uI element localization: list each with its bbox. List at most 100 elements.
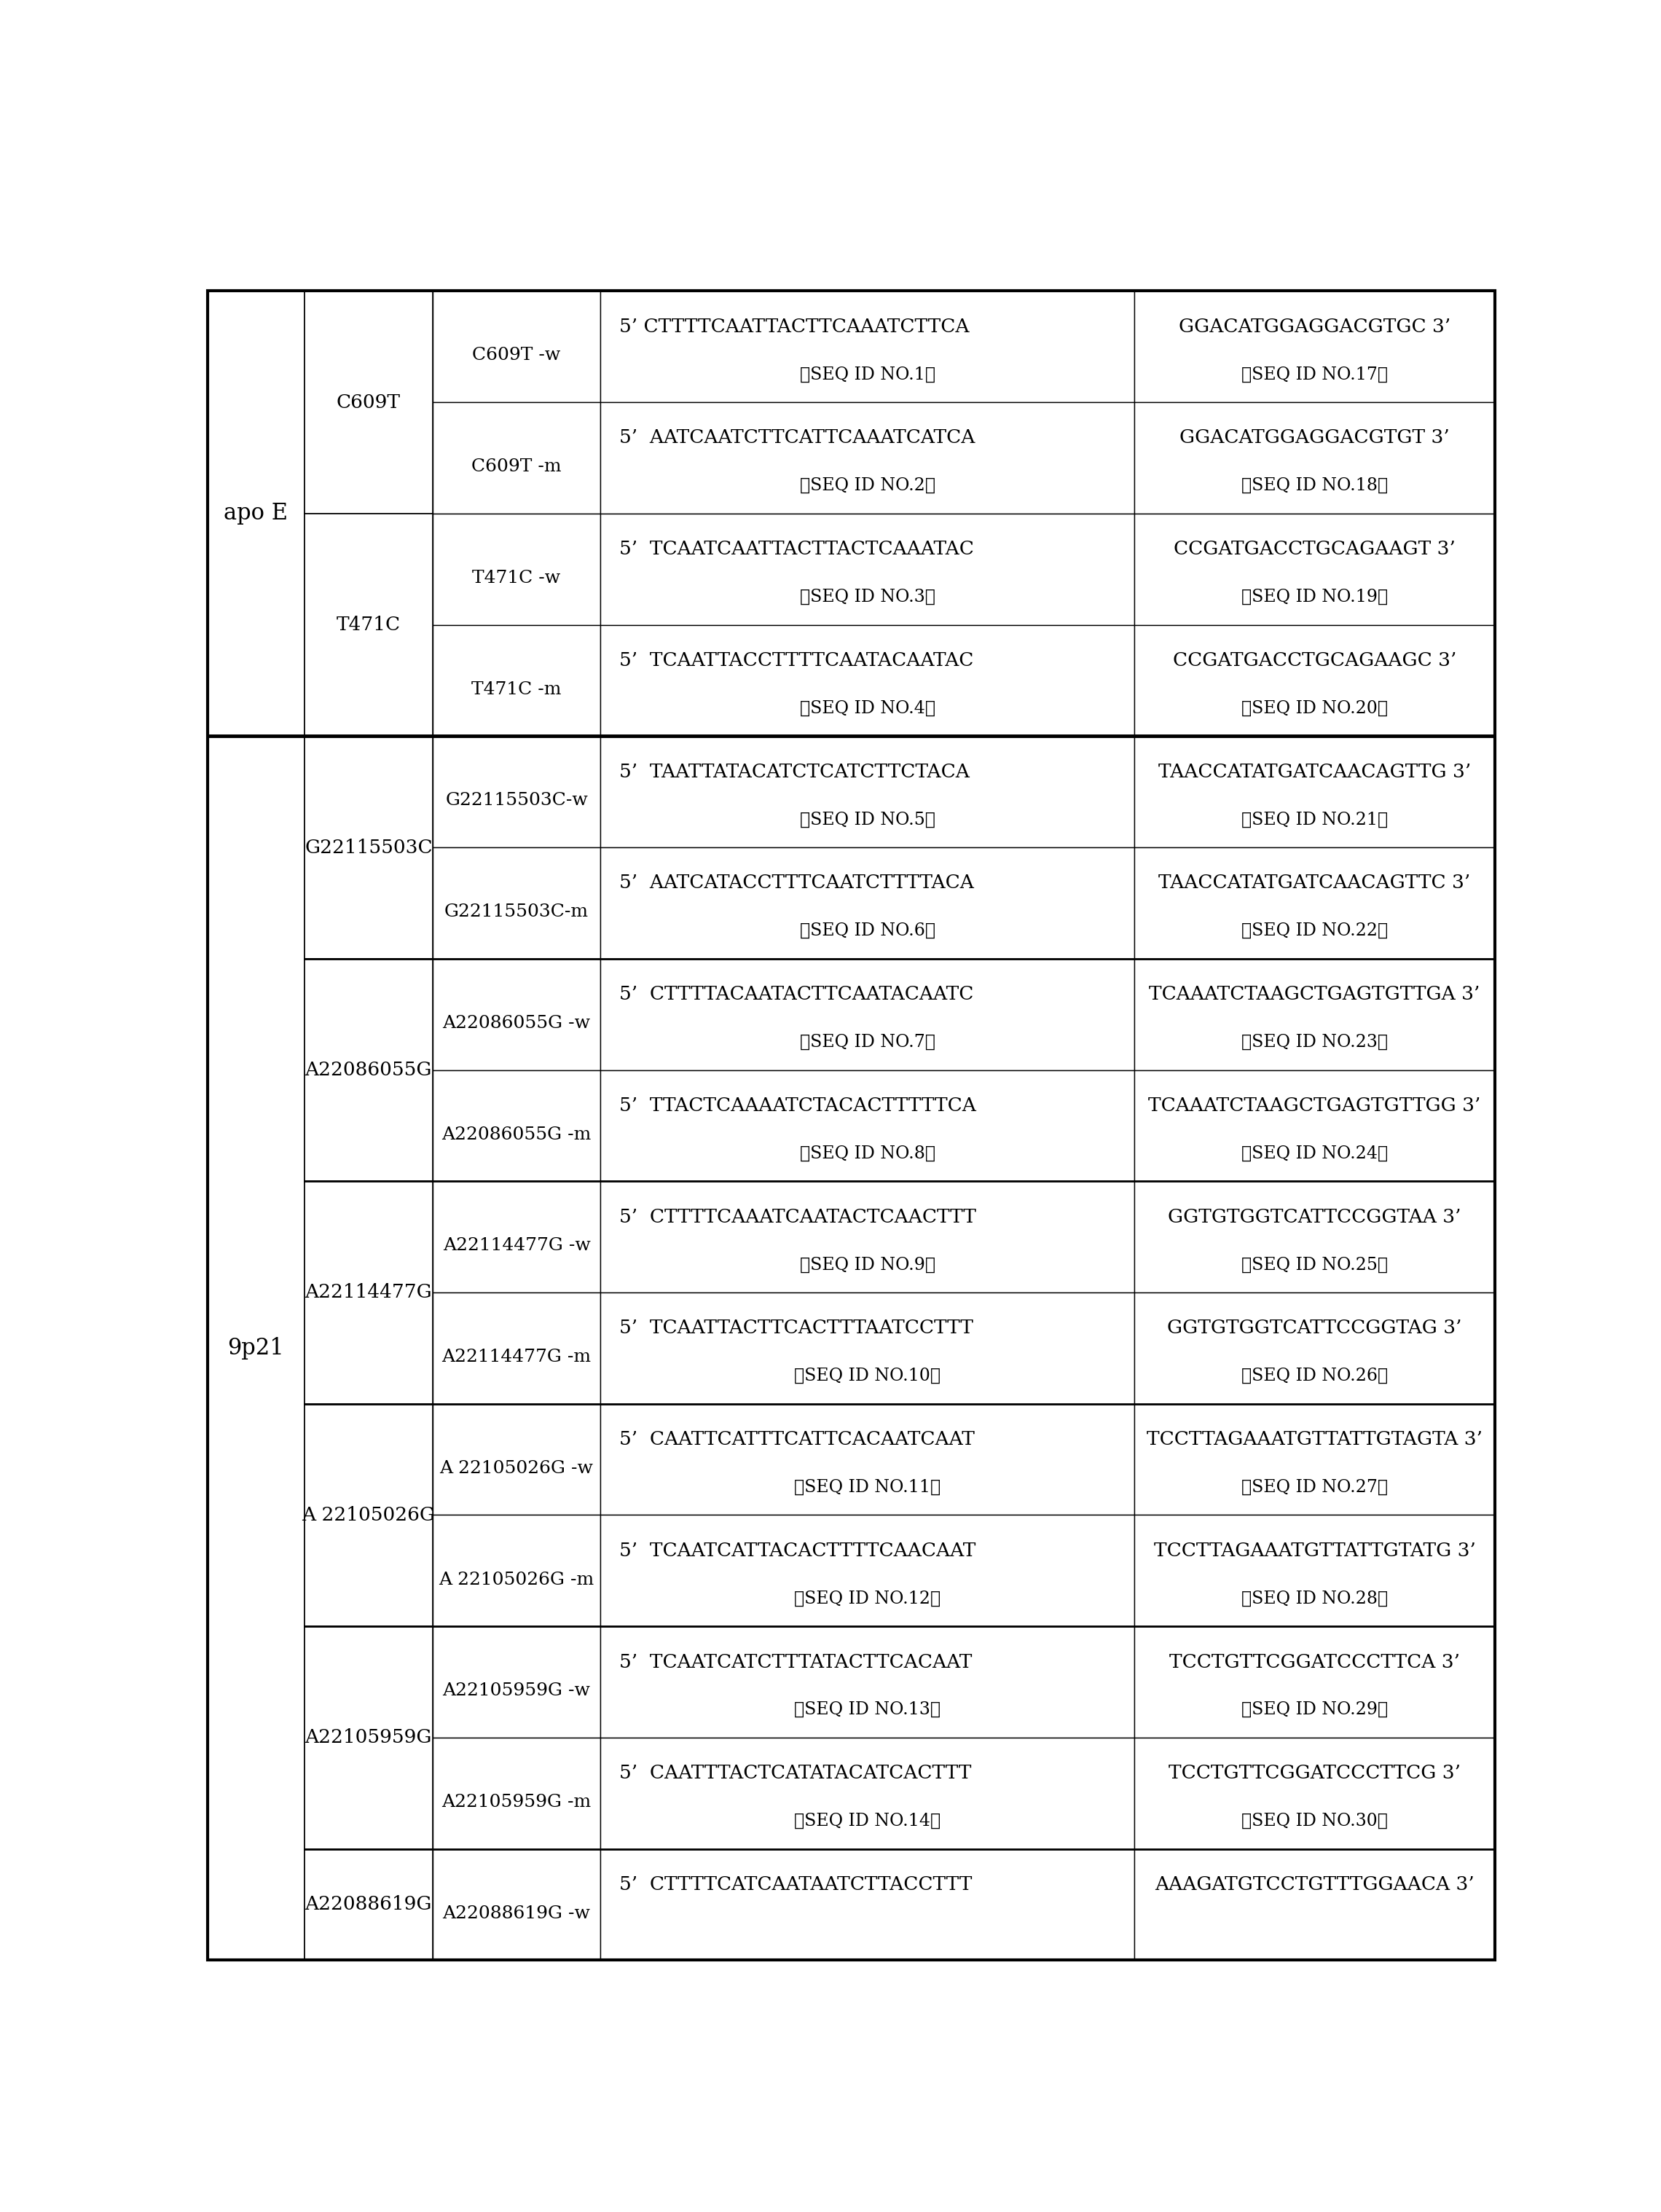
Bar xyxy=(600,624,1134,737)
Bar xyxy=(600,847,1134,958)
Text: A22086055G -w: A22086055G -w xyxy=(442,1015,591,1031)
Text: GGTGTGGTCATTCCGGTAG 3’: GGTGTGGTCATTCCGGTAG 3’ xyxy=(1168,1318,1462,1338)
Text: A22105959G -m: A22105959G -m xyxy=(442,1794,591,1812)
Text: CCGATGACCTGCAGAAGC 3’: CCGATGACCTGCAGAAGC 3’ xyxy=(1173,650,1457,670)
Bar xyxy=(434,403,600,513)
Bar xyxy=(1134,624,1495,737)
Text: A22114477G: A22114477G xyxy=(306,1283,432,1301)
Text: GGACATGGAGGACGTGC 3’: GGACATGGAGGACGTGC 3’ xyxy=(1179,319,1450,336)
Bar xyxy=(304,1181,434,1405)
Text: T471C -w: T471C -w xyxy=(472,571,561,586)
Text: 5’  TCAATCAATTACTTACTCAAATAC: 5’ TCAATCAATTACTTACTCAAATAC xyxy=(620,540,975,557)
Text: A22105959G -w: A22105959G -w xyxy=(442,1683,591,1699)
Text: AAAGATGTCCTGTTTGGAACA 3’: AAAGATGTCCTGTTTGGAACA 3’ xyxy=(1154,1876,1475,1893)
Text: 5’  CTTTTACAATACTTCAATACAATC: 5’ CTTTTACAATACTTCAATACAATC xyxy=(620,984,973,1004)
Bar xyxy=(304,958,434,1181)
Text: （SEQ ID NO.23）: （SEQ ID NO.23） xyxy=(1241,1033,1389,1051)
Text: TCCTGTTCGGATCCCTTCG 3’: TCCTGTTCGGATCCCTTCG 3’ xyxy=(1169,1765,1460,1783)
Bar xyxy=(600,958,1134,1071)
Text: CCGATGACCTGCAGAAGT 3’: CCGATGACCTGCAGAAGT 3’ xyxy=(1174,540,1455,557)
Bar xyxy=(600,1626,1134,1739)
Bar xyxy=(1134,1515,1495,1626)
Text: TAACCATATGATCAACAGTTG 3’: TAACCATATGATCAACAGTTG 3’ xyxy=(1158,763,1472,781)
Bar xyxy=(600,1292,1134,1405)
Text: 5’  TAATTATACATCTCATCTTCTACA: 5’ TAATTATACATCTCATCTTCTACA xyxy=(620,763,970,781)
Text: （SEQ ID NO.6）: （SEQ ID NO.6） xyxy=(799,922,935,940)
Text: （SEQ ID NO.11）: （SEQ ID NO.11） xyxy=(794,1480,940,1495)
Bar xyxy=(434,1739,600,1849)
Bar xyxy=(208,737,304,1960)
Text: （SEQ ID NO.9）: （SEQ ID NO.9） xyxy=(799,1256,935,1274)
Text: （SEQ ID NO.1）: （SEQ ID NO.1） xyxy=(799,365,935,383)
Text: 9p21: 9p21 xyxy=(228,1336,284,1360)
Bar xyxy=(600,737,1134,847)
Text: （SEQ ID NO.29）: （SEQ ID NO.29） xyxy=(1241,1701,1389,1719)
Text: apo E: apo E xyxy=(224,502,287,524)
Bar xyxy=(434,1071,600,1181)
Bar xyxy=(1134,1405,1495,1515)
Bar xyxy=(434,737,600,847)
Text: （SEQ ID NO.12）: （SEQ ID NO.12） xyxy=(794,1590,940,1606)
Bar xyxy=(600,1849,1134,1960)
Text: 5’  CTTTTCATCAATAATCTTACCTTT: 5’ CTTTTCATCAATAATCTTACCTTT xyxy=(620,1876,972,1893)
Text: （SEQ ID NO.26）: （SEQ ID NO.26） xyxy=(1241,1367,1389,1385)
Text: 5’  AATCAATCTTCATTCAAATCATCA: 5’ AATCAATCTTCATTCAAATCATCA xyxy=(620,429,975,447)
Bar xyxy=(1134,1071,1495,1181)
Text: （SEQ ID NO.2）: （SEQ ID NO.2） xyxy=(799,478,935,493)
Text: （SEQ ID NO.25）: （SEQ ID NO.25） xyxy=(1241,1256,1389,1274)
Text: A22088619G: A22088619G xyxy=(306,1896,432,1913)
Text: T471C: T471C xyxy=(337,615,400,635)
Text: （SEQ ID NO.3）: （SEQ ID NO.3） xyxy=(799,588,935,606)
Bar xyxy=(600,403,1134,513)
Text: （SEQ ID NO.20）: （SEQ ID NO.20） xyxy=(1241,699,1389,717)
Text: A 22105026G -m: A 22105026G -m xyxy=(439,1571,595,1588)
Bar xyxy=(600,1739,1134,1849)
Bar xyxy=(1134,513,1495,624)
Text: （SEQ ID NO.13）: （SEQ ID NO.13） xyxy=(794,1701,940,1719)
Bar xyxy=(434,1626,600,1739)
Text: （SEQ ID NO.30）: （SEQ ID NO.30） xyxy=(1241,1812,1389,1829)
Bar xyxy=(600,1515,1134,1626)
Bar xyxy=(1134,737,1495,847)
Text: C609T: C609T xyxy=(337,394,400,411)
Text: GGACATGGAGGACGTGT 3’: GGACATGGAGGACGTGT 3’ xyxy=(1179,429,1450,447)
Bar xyxy=(304,1626,434,1849)
Bar xyxy=(304,737,434,958)
Text: （SEQ ID NO.27）: （SEQ ID NO.27） xyxy=(1241,1480,1389,1495)
Text: A22086055G: A22086055G xyxy=(306,1062,432,1079)
Bar xyxy=(208,292,304,737)
Text: （SEQ ID NO.5）: （SEQ ID NO.5） xyxy=(799,812,935,827)
Text: A22086055G -m: A22086055G -m xyxy=(442,1126,591,1144)
Text: G22115503C-w: G22115503C-w xyxy=(445,792,588,810)
Text: 5’  TCAATCATTACACTTTTCAACAAT: 5’ TCAATCATTACACTTTTCAACAAT xyxy=(620,1542,977,1559)
Bar xyxy=(600,1071,1134,1181)
Text: A22088619G -w: A22088619G -w xyxy=(442,1905,591,1922)
Text: GGTGTGGTCATTCCGGTAA 3’: GGTGTGGTCATTCCGGTAA 3’ xyxy=(1168,1208,1462,1225)
Bar xyxy=(304,1849,434,1960)
Bar xyxy=(434,1515,600,1626)
Text: C609T -m: C609T -m xyxy=(472,458,561,476)
Text: A22114477G -w: A22114477G -w xyxy=(443,1237,590,1254)
Bar xyxy=(1134,1739,1495,1849)
Text: T471C -m: T471C -m xyxy=(472,681,561,697)
Bar xyxy=(434,1405,600,1515)
Text: （SEQ ID NO.10）: （SEQ ID NO.10） xyxy=(794,1367,940,1385)
Bar xyxy=(434,1849,600,1960)
Text: TCCTGTTCGGATCCCTTCA 3’: TCCTGTTCGGATCCCTTCA 3’ xyxy=(1169,1652,1460,1670)
Bar xyxy=(1134,403,1495,513)
Bar xyxy=(434,847,600,958)
Text: （SEQ ID NO.19）: （SEQ ID NO.19） xyxy=(1241,588,1389,606)
Bar xyxy=(434,292,600,403)
Text: （SEQ ID NO.21）: （SEQ ID NO.21） xyxy=(1241,812,1389,827)
Text: （SEQ ID NO.17）: （SEQ ID NO.17） xyxy=(1241,365,1389,383)
Text: （SEQ ID NO.28）: （SEQ ID NO.28） xyxy=(1241,1590,1389,1606)
Text: G22115503C-m: G22115503C-m xyxy=(445,902,588,920)
Text: TCAAATCTAAGCTGAGTGTTGG 3’: TCAAATCTAAGCTGAGTGTTGG 3’ xyxy=(1148,1097,1482,1115)
Text: 5’  CTTTTCAAATCAATACTCAACTTT: 5’ CTTTTCAAATCAATACTCAACTTT xyxy=(620,1208,977,1225)
Text: 5’  TCAATTACTTCACTTTAATCCTTT: 5’ TCAATTACTTCACTTTAATCCTTT xyxy=(620,1318,973,1338)
Text: 5’  CAATTTACTCATATACATCACTTT: 5’ CAATTTACTCATATACATCACTTT xyxy=(620,1765,972,1783)
Text: （SEQ ID NO.22）: （SEQ ID NO.22） xyxy=(1241,922,1389,940)
Bar xyxy=(304,292,434,513)
Bar xyxy=(1134,958,1495,1071)
Bar xyxy=(1134,847,1495,958)
